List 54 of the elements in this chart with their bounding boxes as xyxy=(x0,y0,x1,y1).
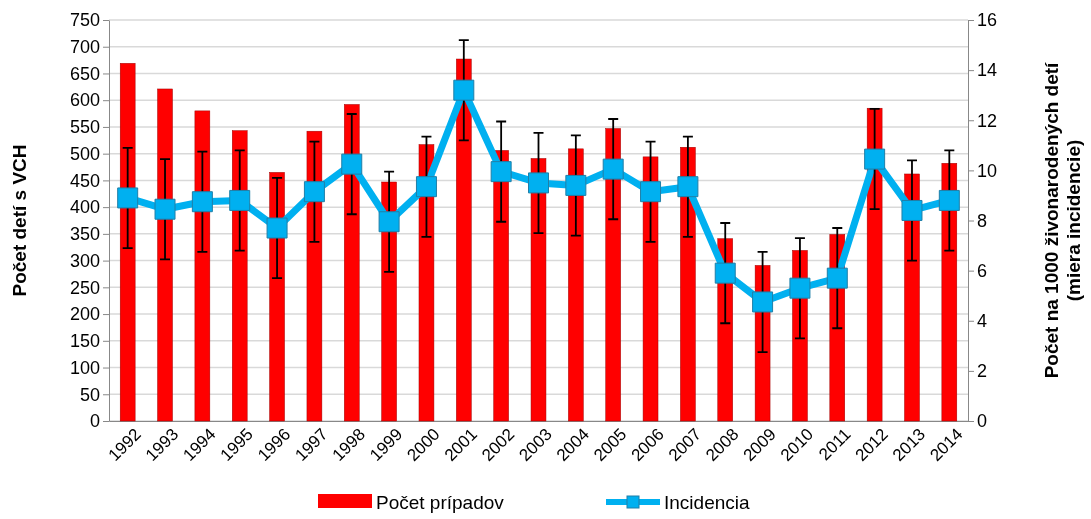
point xyxy=(191,191,213,213)
point xyxy=(378,211,400,233)
point xyxy=(752,291,774,313)
y2-tick-label: 12 xyxy=(977,110,998,131)
y-tick-label: 350 xyxy=(69,224,100,245)
point xyxy=(901,199,923,221)
point xyxy=(117,187,139,209)
point xyxy=(266,217,288,239)
y2-tick-label: 8 xyxy=(977,210,988,231)
y-tick-label: 0 xyxy=(89,411,100,432)
y-tick-label: 300 xyxy=(69,250,100,271)
bar xyxy=(306,130,323,422)
point xyxy=(826,267,848,289)
point xyxy=(602,158,624,180)
y-tick-label: 650 xyxy=(69,63,100,84)
y2-tick-label: 4 xyxy=(977,311,988,332)
y2-axis-title: Počet na 1000 živonarodených detí (miera incidencie) xyxy=(1041,61,1084,379)
point xyxy=(154,198,176,220)
bar xyxy=(119,63,136,422)
y-tick-label: 500 xyxy=(69,143,100,164)
point xyxy=(714,262,736,284)
y-tick-label: 100 xyxy=(69,357,100,378)
point xyxy=(490,161,512,183)
point xyxy=(303,181,325,203)
legend-label: Počet prípadov xyxy=(376,492,505,513)
legend-label: Incidencia xyxy=(664,492,750,513)
y-tick-label: 200 xyxy=(69,304,100,325)
y-tick-label: 250 xyxy=(69,277,100,298)
y2-tick-label: 6 xyxy=(977,260,988,281)
y-tick-label: 50 xyxy=(79,384,100,405)
point xyxy=(415,176,437,198)
y-axis-title: Počet detí s VCH xyxy=(9,144,30,297)
y-tick-label: 600 xyxy=(69,90,100,111)
point xyxy=(640,181,662,203)
point xyxy=(229,189,251,211)
y-tick-label: 700 xyxy=(69,36,100,57)
y2-tick-label: 0 xyxy=(977,411,988,432)
y-tick-label: 750 xyxy=(69,10,100,31)
y-tick-label: 550 xyxy=(69,117,100,138)
y2-tick-label: 2 xyxy=(977,361,988,382)
point xyxy=(341,153,363,175)
point xyxy=(938,189,960,211)
y-tick-label: 450 xyxy=(69,170,100,191)
y-tick-label: 150 xyxy=(69,331,100,352)
point xyxy=(864,148,886,170)
y-tick-label: 400 xyxy=(69,197,100,218)
y2-tick-label: 16 xyxy=(977,10,998,31)
bar xyxy=(642,156,659,422)
point xyxy=(453,79,475,101)
y2-tick-label: 10 xyxy=(977,160,998,181)
point xyxy=(677,176,699,198)
y2-tick-label: 14 xyxy=(977,60,998,81)
point xyxy=(565,174,587,196)
point xyxy=(789,277,811,299)
